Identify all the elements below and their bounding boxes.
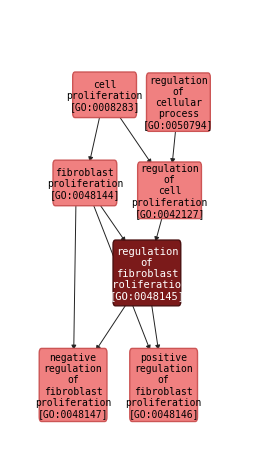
FancyBboxPatch shape xyxy=(138,163,201,219)
Text: cell
proliferation
[GO:0008283]: cell proliferation [GO:0008283] xyxy=(66,79,143,112)
Text: fibroblast
proliferation
[GO:0048144]: fibroblast proliferation [GO:0048144] xyxy=(47,168,123,200)
Text: regulation
of
fibroblast
proliferation
[GO:0048145]: regulation of fibroblast proliferation [… xyxy=(106,246,187,301)
Text: negative
regulation
of
fibroblast
proliferation
[GO:0048147]: negative regulation of fibroblast prolif… xyxy=(35,352,111,418)
Text: positive
regulation
of
fibroblast
proliferation
[GO:0048146]: positive regulation of fibroblast prolif… xyxy=(125,352,202,418)
FancyBboxPatch shape xyxy=(39,349,107,422)
Text: regulation
of
cell
proliferation
[GO:0042127]: regulation of cell proliferation [GO:004… xyxy=(131,164,208,218)
FancyBboxPatch shape xyxy=(130,349,198,422)
FancyBboxPatch shape xyxy=(73,73,136,119)
Text: regulation
of
cellular
process
[GO:0050794]: regulation of cellular process [GO:00507… xyxy=(143,76,214,130)
FancyBboxPatch shape xyxy=(147,74,210,132)
FancyBboxPatch shape xyxy=(113,240,181,306)
FancyBboxPatch shape xyxy=(53,161,117,206)
